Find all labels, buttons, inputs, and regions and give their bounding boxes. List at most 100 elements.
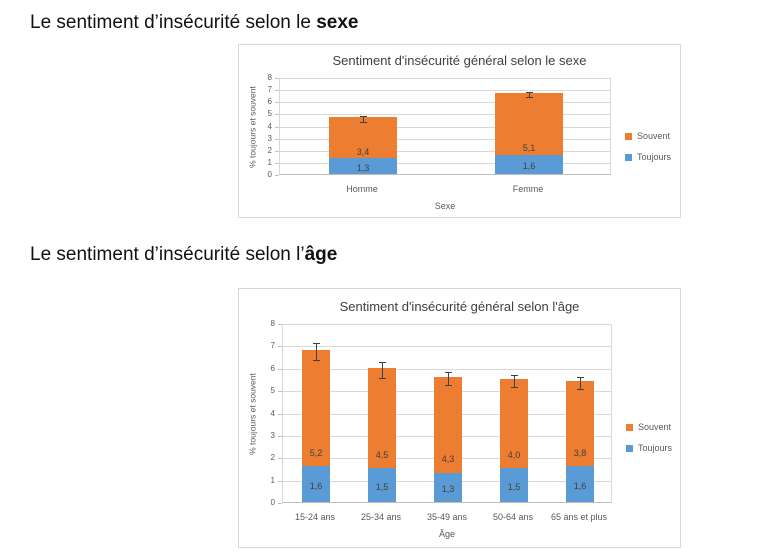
y-tick-mark — [275, 162, 279, 164]
bar-data-label: 1,5 — [375, 482, 389, 493]
bar-data-label: 1,6 — [309, 481, 323, 492]
bar-data-label: 1,3 — [356, 163, 370, 174]
y-tick-mark — [278, 324, 282, 325]
y-tick-mark — [278, 480, 282, 482]
bar-data-label: 4,0 — [507, 449, 521, 460]
error-bar — [514, 374, 515, 387]
gridline — [283, 368, 611, 370]
y-tick-mark — [275, 175, 279, 176]
legend-item-toujours: Toujours — [625, 152, 671, 162]
gridline — [280, 150, 610, 152]
gridline — [280, 162, 610, 164]
bar-segment-souvent — [566, 381, 594, 467]
bar-data-label: 3,4 — [356, 146, 370, 157]
legend: Souvent Toujours — [626, 422, 672, 464]
bar-segment-toujours — [329, 158, 397, 174]
bar-data-label: 1,3 — [441, 484, 455, 495]
bar-data-label: 1,6 — [522, 161, 536, 172]
legend-item-souvent: Souvent — [625, 131, 671, 141]
legend-item-toujours: Toujours — [626, 443, 672, 453]
section-heading-age: Le sentiment d’insécurité selon l’âge — [30, 244, 337, 266]
bar-segment-souvent — [368, 367, 396, 469]
legend: Souvent Toujours — [625, 131, 671, 173]
bar-data-label: 5,1 — [522, 143, 536, 154]
legend-swatch — [626, 444, 633, 452]
gridline — [280, 102, 610, 104]
heading-bold-word: sexe — [316, 12, 359, 33]
y-tick-label: 5 — [267, 109, 272, 119]
y-tick-label: 8 — [270, 319, 275, 328]
legend-swatch — [625, 153, 632, 161]
y-tick-mark — [275, 102, 279, 104]
error-bar-cap — [312, 360, 320, 362]
y-tick-mark — [275, 126, 279, 128]
error-bar-cap — [444, 372, 452, 374]
bar-segment-toujours — [434, 472, 462, 502]
y-tick-label: 2 — [270, 453, 275, 463]
legend-label: Toujours — [638, 443, 673, 454]
error-bar-cap — [525, 97, 533, 99]
chart-insecurite-sexe[interactable]: Sentiment d'insécurité général selon le … — [238, 44, 681, 218]
error-bar-cap — [510, 374, 518, 376]
gridline — [280, 114, 610, 116]
legend-swatch — [625, 132, 632, 140]
bar-segment-toujours — [495, 154, 563, 174]
error-bar — [529, 92, 530, 98]
gridline — [280, 138, 610, 140]
error-bar-cap — [378, 361, 386, 363]
x-category-label: 35-49 ans — [426, 512, 468, 522]
y-tick-label: 5 — [270, 386, 275, 396]
error-bar-cap — [525, 92, 533, 94]
y-tick-label: 1 — [267, 157, 272, 167]
y-tick-label: 6 — [270, 363, 275, 373]
chart-title: Sentiment d'insécurité général selon le … — [332, 53, 587, 68]
bar-data-label: 5,2 — [309, 447, 323, 458]
y-tick-mark — [278, 435, 282, 437]
error-bar — [382, 361, 383, 378]
y-tick-label: 3 — [270, 430, 275, 440]
y-tick-mark — [278, 503, 282, 504]
bar-data-label: 3,8 — [573, 447, 587, 458]
error-bar-cap — [359, 115, 367, 117]
y-tick-label: 0 — [267, 170, 272, 179]
legend-label: Souvent — [637, 131, 671, 142]
bar-data-label: 1,6 — [573, 481, 587, 492]
y-tick-label: 7 — [270, 341, 275, 351]
bar-segment-souvent — [495, 92, 563, 155]
legend-label: Souvent — [638, 422, 672, 433]
legend-item-souvent: Souvent — [626, 422, 672, 432]
error-bar-cap — [510, 386, 518, 388]
y-tick-label: 0 — [270, 498, 275, 507]
chart-title: Sentiment d'insécurité général selon l'â… — [339, 299, 580, 314]
error-bar — [363, 115, 364, 123]
y-tick-label: 4 — [270, 408, 275, 418]
y-tick-mark — [275, 138, 279, 140]
x-category-label: 15-24 ans — [294, 512, 336, 522]
error-bar-cap — [576, 389, 584, 391]
bar-data-label: 4,3 — [441, 454, 455, 465]
heading-bold-word: âge — [304, 244, 338, 265]
x-axis-label: Sexe — [434, 201, 456, 211]
y-tick-mark — [278, 458, 282, 460]
x-category-label: 65 ans et plus — [550, 512, 608, 522]
legend-label: Toujours — [637, 152, 672, 163]
error-bar-cap — [444, 384, 452, 386]
x-category-label: 50-64 ans — [492, 512, 534, 522]
y-tick-mark — [278, 391, 282, 393]
y-tick-label: 6 — [267, 97, 272, 107]
legend-swatch — [626, 423, 633, 431]
y-tick-mark — [275, 150, 279, 152]
y-tick-mark — [278, 413, 282, 415]
bar-segment-souvent — [329, 117, 397, 159]
plot-area: 1,3 3,4 1,6 5,1 — [275, 78, 611, 176]
y-tick-label: 1 — [270, 475, 275, 485]
chart-insecurite-age[interactable]: Sentiment d'insécurité général selon l'â… — [238, 288, 681, 548]
bar-segment-toujours — [368, 468, 396, 502]
bar-segment-toujours — [302, 466, 330, 502]
y-tick-label: 8 — [267, 73, 272, 82]
gridline — [280, 126, 610, 128]
x-category-label: Homme — [346, 184, 378, 194]
error-bar — [580, 376, 581, 390]
gridline — [283, 346, 611, 348]
